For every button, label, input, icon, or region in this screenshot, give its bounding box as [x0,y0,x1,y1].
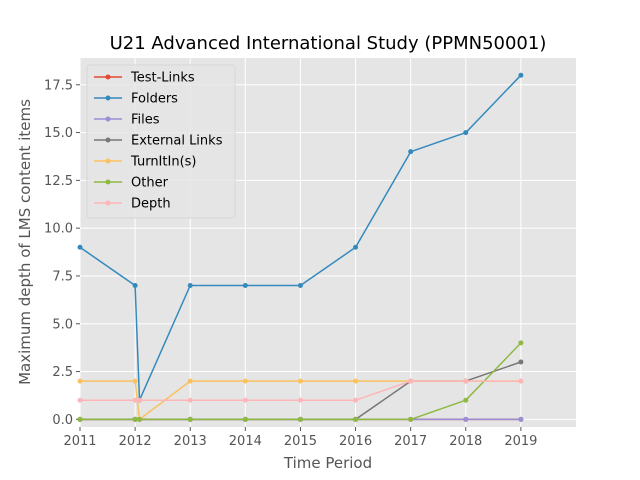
legend-item: TurnItIn(s) [94,155,196,170]
legend-label: Depth [131,197,171,212]
x-tick-label: 2012 [119,434,152,449]
data-point-folders [297,283,303,289]
legend-swatch-marker [105,158,111,164]
series-depth [77,378,524,403]
x-tick-label: 2014 [229,434,262,449]
data-point-depth [77,397,83,403]
chart-title: U21 Advanced International Study (PPMN50… [110,33,547,54]
data-point-folders [77,244,83,250]
y-tick-label: 0.0 [52,413,73,428]
data-point-folders [132,283,138,289]
legend-label: Other [131,176,169,191]
legend-swatch-marker [105,74,111,80]
legend-box [86,64,236,219]
data-point-external-links [518,359,524,365]
x-axis: 2011 2012 2013 2014 2015 2016 2017 2018 2019 [63,427,537,449]
legend-item: Folders [94,92,178,107]
data-point-other [353,416,359,422]
data-point-other [518,340,524,346]
x-tick-label: 2015 [284,434,317,449]
data-point-turnitin-s [242,378,248,384]
data-point-depth [297,397,303,403]
y-tick-label: 12.5 [44,174,73,189]
series-line-folders [79,74,522,401]
data-point-folders [353,244,359,250]
data-point-turnitin-s [187,378,193,384]
y-axis: 0.0 2.5 5.0 7.5 10.0 12.5 15.0 17.5 [44,78,80,428]
data-point-depth [408,378,414,384]
legend-swatch-marker [105,179,111,185]
data-point-other [77,416,83,422]
y-axis-label: Maximum depth of LMS content items [16,99,34,385]
legend-item: Other [94,176,169,191]
data-point-depth [132,397,138,403]
legend-item: Depth [94,197,171,212]
data-point-depth [518,378,524,384]
data-point-files [518,416,524,422]
legend-swatch-marker [105,200,111,206]
legend-label: External Links [131,134,223,149]
y-tick-label: 10.0 [44,222,73,237]
data-point-folders [518,72,524,78]
data-point-depth [463,378,469,384]
data-point-depth [353,397,359,403]
data-point-depth [137,397,143,403]
y-tick-label: 17.5 [44,78,73,93]
data-point-other [242,416,248,422]
data-point-other [137,416,143,422]
x-tick-label: 2013 [174,434,207,449]
data-point-other [187,416,193,422]
data-point-other [132,416,138,422]
data-point-other [463,397,469,403]
x-tick-label: 2011 [63,434,96,449]
legend-label: Folders [131,92,178,107]
data-point-turnitin-s [297,378,303,384]
legend-label: TurnItIn(s) [130,155,196,170]
data-point-turnitin-s [353,378,359,384]
x-tick-label: 2016 [339,434,372,449]
data-point-files [463,416,469,422]
x-tick-label: 2019 [504,434,537,449]
data-point-depth [242,397,248,403]
legend-item: External Links [94,134,223,149]
y-tick-label: 2.5 [52,365,73,380]
data-point-folders [408,149,414,155]
y-tick-label: 7.5 [52,269,73,284]
data-point-depth [187,397,193,403]
legend-swatch-marker [105,137,111,143]
data-point-turnitin-s [77,378,83,384]
x-axis-label: Time Period [283,454,372,472]
series-other [77,340,524,422]
data-point-other [408,416,414,422]
data-point-folders [463,130,469,136]
x-tick-label: 2018 [449,434,482,449]
legend-label: Test-Links [130,71,195,86]
data-point-other [297,416,303,422]
legend-item: Test-Links [94,71,195,86]
legend-label: Files [131,113,160,128]
y-tick-label: 5.0 [52,317,73,332]
data-point-folders [187,283,193,289]
legend-item: Files [94,113,160,128]
legend-swatch-marker [105,95,111,101]
legend: Test-Links Folders Files External Links Turn… [86,64,236,219]
x-tick-label: 2017 [394,434,427,449]
y-tick-label: 15.0 [44,126,73,141]
data-point-turnitin-s [132,378,138,384]
data-point-folders [242,283,248,289]
legend-swatch-marker [105,116,111,122]
series-layer [77,72,524,422]
